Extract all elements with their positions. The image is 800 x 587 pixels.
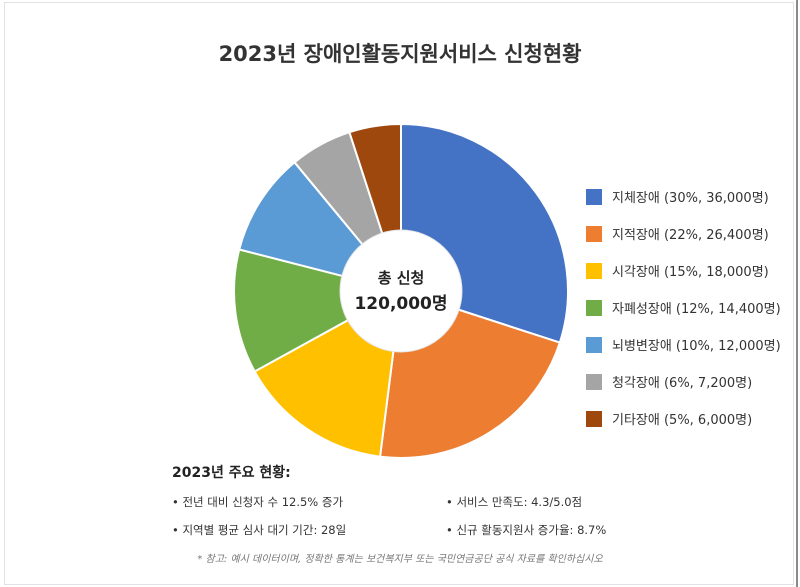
legend: 지체장애 (30%, 36,000명) 지적장애 (22%, 26,400명) 시각…: [586, 178, 798, 437]
legend-label-2: 시각장애 (15%, 18,000명): [612, 265, 769, 280]
center-label: 총 신청: [378, 269, 425, 287]
legend-swatch-2: [586, 262, 602, 279]
legend-item-6: 기타장애 (5%, 6,000명): [586, 400, 798, 437]
summary-title: 2023년 주요 현황:: [172, 465, 291, 481]
legend-item-2: 시각장애 (15%, 18,000명): [586, 252, 798, 289]
footnote: * 참고: 예시 데이터이며, 정확한 통계는 보건복지부 또는 국민연금공단 …: [197, 554, 603, 565]
legend-label-3: 자폐성장애 (12%, 14,400명): [612, 302, 781, 317]
legend-swatch-5: [586, 373, 602, 390]
legend-item-0: 지체장애 (30%, 36,000명): [586, 178, 798, 215]
summary-item-satisfaction: • 서비스 만족도: 4.3/5.0점: [446, 495, 583, 509]
summary-item-wait-time: • 지역별 평균 심사 대기 기간: 28일: [172, 523, 347, 537]
legend-swatch-3: [586, 299, 602, 316]
legend-label-5: 청각장애 (6%, 7,200명): [612, 376, 753, 391]
pie-slice-3: [233, 248, 404, 373]
chart-title: 2023년 장애인활동지원서비스 신청현황: [218, 42, 582, 66]
legend-item-4: 뇌병변장애 (10%, 12,000명): [586, 326, 798, 363]
legend-label-0: 지체장애 (30%, 36,000명): [612, 191, 769, 206]
legend-label-1: 지적장애 (22%, 26,400명): [612, 228, 769, 243]
center-total-value: 120,000명: [354, 294, 447, 314]
window-edge: [796, 0, 798, 587]
legend-swatch-6: [586, 410, 602, 427]
legend-item-3: 자폐성장애 (12%, 14,400명): [586, 289, 798, 326]
legend-label-6: 기타장애 (5%, 6,000명): [612, 413, 753, 428]
center-hole: [339, 229, 463, 353]
legend-item-1: 지적장애 (22%, 26,400명): [586, 215, 798, 252]
legend-swatch-4: [586, 336, 602, 353]
chart-frame: [4, 2, 794, 585]
summary-item-helper-growth: • 신규 활동지원사 증가율: 8.7%: [446, 523, 607, 537]
legend-label-4: 뇌병변장애 (10%, 12,000명): [612, 339, 781, 354]
legend-swatch-1: [586, 225, 602, 242]
legend-item-5: 청각장애 (6%, 7,200명): [586, 363, 798, 400]
legend-swatch-0: [586, 188, 602, 205]
summary-item-growth: • 전년 대비 신청자 수 12.5% 증가: [172, 495, 344, 509]
